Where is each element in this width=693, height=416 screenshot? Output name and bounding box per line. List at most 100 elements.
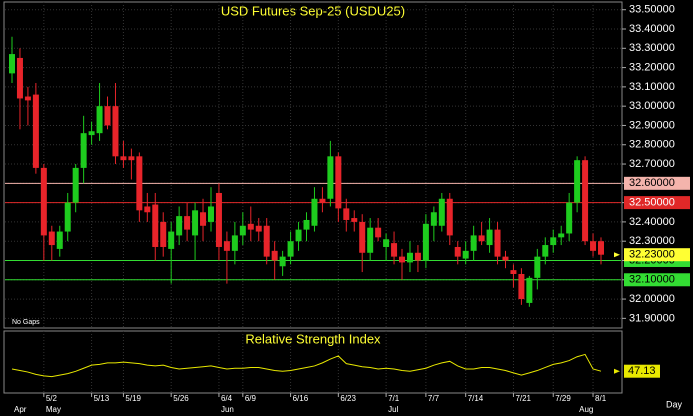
candle-body (574, 160, 581, 203)
y-tick-label: 32.40000 (629, 216, 675, 228)
candle-body (231, 235, 238, 251)
y-tick-label: 32.80000 (629, 139, 675, 151)
candle-body (311, 198, 318, 226)
candle-body (598, 241, 604, 255)
candle-body (526, 277, 533, 303)
candle-body (96, 106, 103, 134)
month-label: Aug (579, 405, 593, 414)
candle-body (566, 202, 573, 234)
y-tick-label: 33.30000 (629, 42, 675, 54)
candle-body (48, 231, 55, 246)
candle-body (152, 204, 159, 247)
level-label: 32.50000 (629, 197, 675, 209)
level-label-box (624, 196, 690, 210)
x-tick-label: 7/1 (388, 394, 400, 403)
candle-body (112, 106, 119, 157)
y-tick-label: 33.10000 (629, 81, 675, 93)
candle-body (438, 198, 445, 226)
y-tick-label: 31.90000 (629, 312, 675, 324)
candle-body (462, 250, 469, 259)
candle-body (160, 221, 167, 247)
candle-body (255, 225, 262, 232)
rsi-title: Relative Strength Index (245, 331, 381, 346)
candle-body (120, 156, 127, 161)
candle-body (279, 256, 286, 267)
chart-title: USD Futures Sep-25 (USDU25) (221, 3, 405, 18)
x-tick-label: 5/19 (125, 394, 141, 403)
month-label: Jul (388, 405, 398, 414)
candle-body (590, 241, 597, 251)
candle-body (383, 239, 390, 247)
last-price-label: 32.23000 (629, 249, 675, 261)
candle-body (32, 94, 39, 168)
y-tick-label: 32.00000 (629, 293, 675, 305)
candle-body (414, 252, 421, 261)
candle-body (104, 106, 111, 126)
rsi-arrow (614, 368, 620, 374)
candle-body (343, 208, 350, 220)
y-tick-label: 32.30000 (629, 235, 675, 247)
y-tick-label: 33.00000 (629, 100, 675, 112)
candle-body (215, 192, 222, 247)
candle-body (550, 237, 557, 246)
candle-body (478, 235, 485, 242)
level-label: 32.60000 (629, 177, 675, 189)
x-tick-label: 6/9 (245, 394, 257, 403)
level-label-box (624, 273, 690, 287)
candle-body (72, 167, 79, 203)
candle-body (486, 229, 493, 246)
level-label: 32.10000 (629, 274, 675, 286)
candle-body (223, 241, 230, 251)
candle-body (502, 256, 509, 261)
candle-body (263, 225, 270, 257)
x-unit: Day (666, 399, 683, 409)
candle-body (16, 57, 23, 99)
x-tick-label: 6/23 (340, 394, 356, 403)
candle-body (558, 233, 565, 238)
candle-body (430, 212, 437, 226)
rsi-line (11, 353, 602, 378)
x-tick-label: 6/4 (221, 394, 233, 403)
candle-body (422, 223, 429, 261)
x-tick-label: 7/14 (468, 394, 484, 403)
candle-body (470, 235, 477, 251)
candle-body (200, 212, 207, 226)
rsi-value-box (624, 364, 660, 378)
last-price-arrow (614, 252, 620, 258)
candle-body (542, 245, 549, 257)
candle-body (9, 54, 15, 74)
candle-body (454, 246, 461, 257)
candle-body (271, 250, 278, 261)
candle-body (494, 229, 501, 257)
x-tick-label: 8/1 (595, 394, 607, 403)
x-tick-label: 6/16 (293, 394, 309, 403)
candle-body (446, 198, 453, 236)
level-label-box (624, 176, 690, 190)
y-tick-label: 33.40000 (629, 23, 675, 35)
candle-body (88, 131, 95, 136)
x-tick-label: 5/2 (46, 394, 58, 403)
y-tick-label: 32.70000 (629, 158, 675, 170)
candle-body (287, 241, 294, 257)
x-tick-label: 7/21 (515, 394, 531, 403)
candle-body (367, 227, 374, 253)
candle-body (406, 252, 413, 263)
candle-body (239, 225, 246, 236)
month-label: May (46, 405, 61, 414)
candle-body (295, 229, 302, 242)
x-tick-label: 7/7 (428, 394, 440, 403)
candle-body (64, 202, 71, 232)
candle-body (351, 218, 358, 222)
month-label: Jun (221, 405, 234, 414)
candle-body (375, 227, 382, 238)
candle-body (207, 206, 214, 222)
candle-body (176, 216, 183, 236)
candle-body (359, 221, 366, 253)
candle-body (391, 243, 398, 257)
candle-body (319, 198, 326, 203)
candle-body (192, 210, 199, 236)
y-tick-label: 33.20000 (629, 61, 675, 73)
x-tick-label: 7/29 (555, 394, 571, 403)
last-price-box (624, 248, 690, 262)
